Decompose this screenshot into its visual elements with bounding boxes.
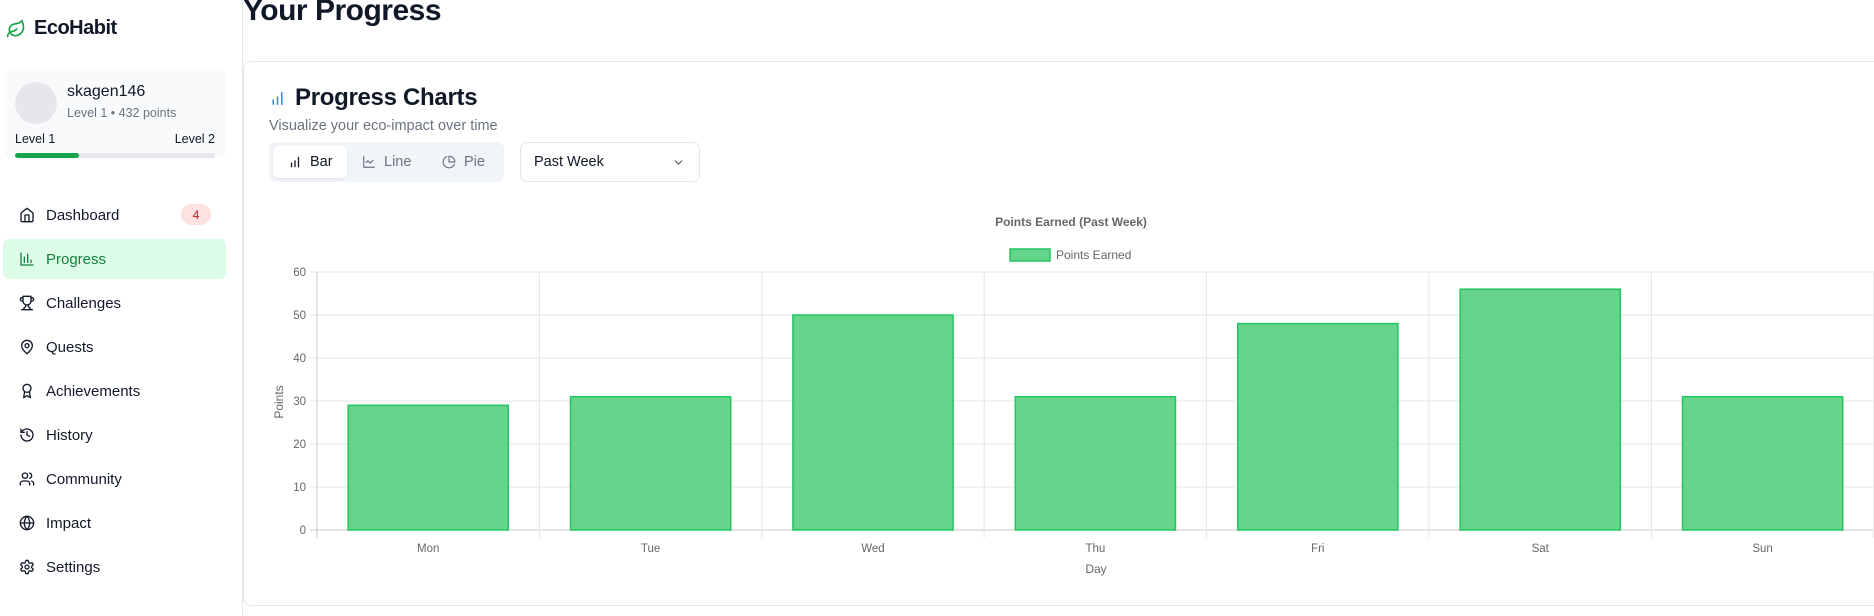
gear-icon [19, 559, 35, 575]
chart-type-toggle: Bar Line Pie [269, 142, 504, 182]
sidebar-item-label: Settings [46, 558, 101, 576]
sidebar-item-label: Challenges [46, 294, 122, 312]
username: skagen146 [67, 83, 146, 100]
notification-badge: 4 [181, 204, 211, 225]
time-range-value: Past Week [534, 154, 604, 170]
chart-type-pie-button[interactable]: Pie [427, 146, 501, 178]
sidebar-item-quests[interactable]: Quests [3, 327, 226, 367]
sidebar-item-label: History [46, 426, 93, 444]
user-card: skagen146 Level 1 • 432 points Level 1 L… [4, 69, 226, 159]
card-header: Progress Charts [269, 84, 478, 112]
sidebar-item-impact[interactable]: Impact [3, 503, 226, 543]
home-icon [19, 207, 35, 223]
bar-chart-icon [288, 155, 302, 169]
sidebar-item-challenges[interactable]: Challenges [3, 283, 226, 323]
avatar[interactable] [15, 82, 57, 124]
trophy-icon [19, 295, 35, 311]
sidebar-item-dashboard[interactable]: Dashboard 4 [3, 195, 226, 235]
sidebar-item-history[interactable]: History [3, 415, 226, 455]
chevron-down-icon [672, 156, 685, 169]
brand[interactable]: EcoHabit [6, 17, 117, 40]
sidebar-item-label: Community [46, 470, 122, 488]
page-title: Your Progress [243, 0, 442, 27]
sidebar-item-settings[interactable]: Settings [3, 547, 226, 587]
sidebar-item-label: Achievements [46, 382, 141, 400]
progress-charts-card: Progress Charts Visualize your eco-impac… [243, 61, 1874, 606]
line-chart-icon [362, 155, 376, 169]
sidebar: EcoHabit skagen146 Level 1 • 432 points … [0, 0, 243, 616]
chart-type-label: Pie [464, 154, 485, 170]
card-subtitle: Visualize your eco-impact over time [269, 118, 498, 134]
chart-type-bar-button[interactable]: Bar [273, 146, 347, 178]
level-progress-fill [15, 153, 79, 158]
card-title: Progress Charts [295, 84, 478, 111]
sidebar-item-label: Dashboard [46, 206, 120, 224]
time-range-select[interactable]: Past Week [520, 142, 700, 182]
brand-name: EcoHabit [34, 17, 117, 39]
level-progress-bar [15, 153, 215, 158]
pie-chart-icon [442, 155, 456, 169]
chart-type-label: Line [384, 154, 412, 170]
user-level-points: Level 1 • 432 points [67, 106, 177, 120]
leaf-icon [6, 19, 26, 39]
globe-icon [19, 515, 35, 531]
sidebar-item-label: Quests [46, 338, 94, 356]
bar-chart-icon [19, 251, 35, 267]
sidebar-item-label: Progress [46, 250, 107, 268]
sidebar-item-progress[interactable]: Progress [3, 239, 226, 279]
chart-type-line-button[interactable]: Line [347, 146, 427, 178]
bar-chart-icon [269, 90, 286, 107]
sidebar-item-label: Impact [46, 514, 92, 532]
sidebar-item-achievements[interactable]: Achievements [3, 371, 226, 411]
award-icon [19, 383, 35, 399]
next-level-label: Level 2 [174, 132, 215, 146]
current-level-label: Level 1 [15, 132, 56, 146]
history-icon [19, 427, 35, 443]
sidebar-item-community[interactable]: Community [3, 459, 226, 499]
chart-type-label: Bar [310, 154, 333, 170]
map-pin-icon [19, 339, 35, 355]
users-icon [19, 471, 35, 487]
